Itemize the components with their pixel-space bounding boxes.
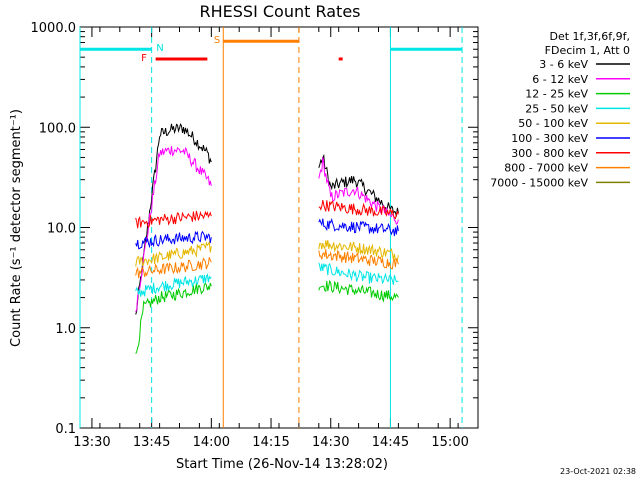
series-line [135,240,212,267]
flag-label: S [214,35,220,46]
x-tick-label: 14:30 [312,435,349,450]
series-line [318,217,399,237]
legend-header: FDecim 1, Att 0 [545,44,630,57]
legend-header: Det 1f,3f,6f,9f, [549,30,630,43]
x-tick-label: 14:45 [372,435,409,450]
legend-label: 12 - 25 keV [525,88,588,101]
flag-label: F [141,53,147,64]
legend-label: 25 - 50 keV [525,102,588,115]
y-tick-label: 10.0 [47,222,76,237]
series-line [135,273,212,297]
series-line [135,210,212,229]
x-tick-label: 13:30 [73,435,110,450]
series-line [318,262,399,285]
y-axis-label: Count Rate (s⁻¹ detector segment⁻¹) [9,109,24,347]
series-line [135,123,212,315]
y-tick-label: 1000.0 [31,21,77,36]
legend-label: 3 - 6 keV [539,58,588,71]
x-axis-label: Start Time (26-Nov-14 13:28:02) [176,457,388,472]
y-tick-label: 100.0 [39,121,76,136]
plot-frame [79,26,479,429]
legend-label: 100 - 300 keV [511,132,588,145]
legend: Det 1f,3f,6f,9f,FDecim 1, Att 03 - 6 keV… [490,30,630,189]
series-line [135,146,212,313]
series-line [318,239,399,262]
x-tick-label: 14:00 [193,435,230,450]
series-line [135,257,212,279]
x-tick-label: 13:45 [133,435,170,450]
series-line [318,200,399,220]
chart-title: RHESSI Count Rates [200,2,361,21]
series-line [135,282,212,354]
y-tick-label: 0.1 [55,422,76,437]
legend-label: 7000 - 15000 keV [490,176,588,189]
x-tick-label: 15:00 [431,435,468,450]
legend-label: 50 - 100 keV [518,117,588,130]
series-line [135,230,212,250]
series-line [318,279,399,303]
plot-area: 0.1 1.0 10.0 100.0 1000.0 13:30 13:45 14:00 14:1… [31,21,479,450]
series-line [318,249,399,270]
generated-timestamp: 23-Oct-2021 02:38 [560,467,636,476]
y-tick-label: 1.0 [55,322,76,337]
legend-label: 6 - 12 keV [532,73,588,86]
legend-label: 300 - 800 keV [511,147,588,160]
flag-label: N [156,43,163,54]
x-tick-label: 14:15 [252,435,289,450]
series-line [318,153,399,217]
legend-label: 800 - 7000 keV [504,162,588,175]
